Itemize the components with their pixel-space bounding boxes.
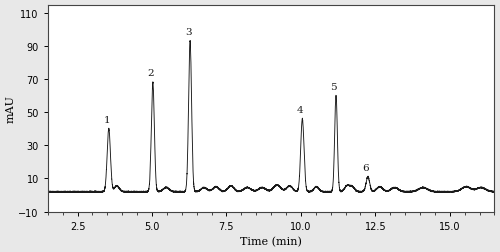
Y-axis label: mAU: mAU (6, 95, 16, 122)
Text: 5: 5 (330, 82, 337, 91)
X-axis label: Time (min): Time (min) (240, 236, 302, 246)
Text: 2: 2 (148, 69, 154, 78)
Text: 1: 1 (104, 115, 110, 124)
Text: 4: 4 (296, 105, 304, 114)
Text: 6: 6 (362, 163, 369, 172)
Text: 3: 3 (185, 28, 192, 37)
